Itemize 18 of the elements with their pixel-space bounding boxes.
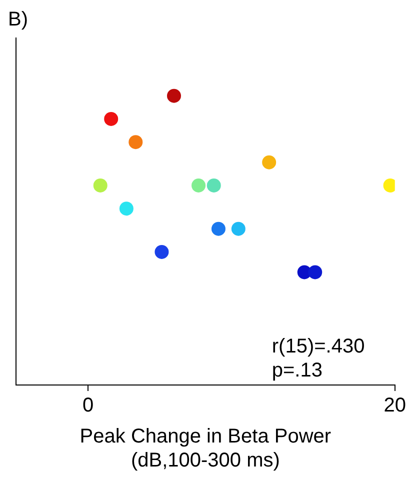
x-tick-label: 0 bbox=[82, 394, 94, 417]
point bbox=[206, 178, 221, 192]
annotation: r(15)=.430 bbox=[272, 336, 365, 358]
x-tick-label: 20 bbox=[384, 394, 406, 417]
annotation: p=.13 bbox=[272, 360, 322, 382]
point bbox=[119, 202, 134, 216]
point bbox=[166, 88, 181, 103]
point bbox=[308, 265, 322, 280]
point bbox=[104, 112, 118, 126]
point bbox=[231, 222, 246, 236]
chart-title: B) bbox=[8, 8, 28, 31]
x-axis-title: Peak Change in Beta Power (dB,100-300 ms) bbox=[80, 426, 332, 472]
point bbox=[192, 178, 206, 192]
point bbox=[154, 244, 169, 259]
point bbox=[211, 222, 226, 236]
point bbox=[128, 135, 143, 150]
point bbox=[93, 178, 108, 192]
point bbox=[262, 155, 276, 170]
